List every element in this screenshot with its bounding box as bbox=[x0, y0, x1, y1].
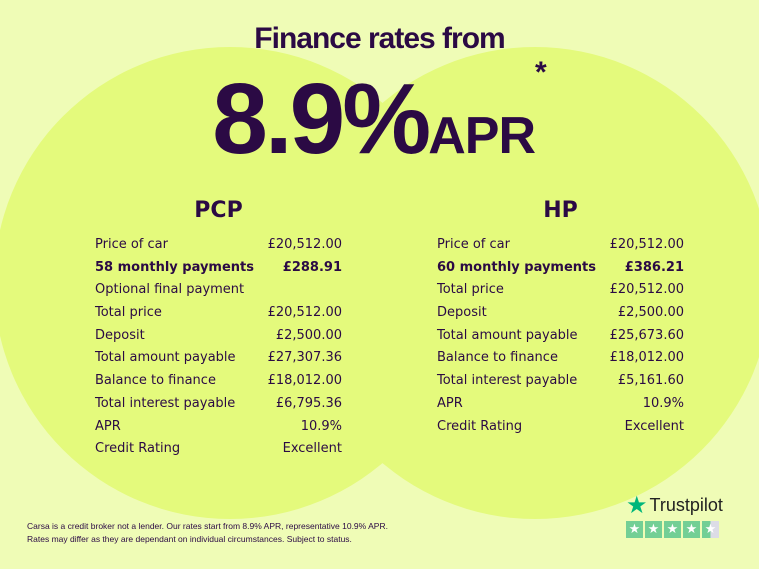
row-label: Total price bbox=[437, 282, 504, 298]
table-row: Total price £20,512.00 bbox=[437, 279, 684, 302]
star-icon: ★ bbox=[683, 521, 700, 538]
row-label: APR bbox=[95, 418, 121, 434]
row-label: Balance to finance bbox=[95, 373, 216, 389]
row-value: Excellent bbox=[624, 418, 684, 434]
row-value: £20,512.00 bbox=[267, 305, 342, 321]
half-star-icon: ★ bbox=[702, 521, 719, 538]
table-row: APR 10.9% bbox=[437, 393, 684, 416]
trustpilot-name: Trustpilot bbox=[649, 495, 723, 515]
row-value: £2,500.00 bbox=[275, 327, 342, 343]
row-label: Total interest payable bbox=[95, 395, 236, 411]
table-row: Balance to finance £18,012.00 bbox=[437, 347, 684, 370]
headline: Finance rates from bbox=[254, 22, 505, 55]
star-icon: ★ bbox=[645, 521, 662, 538]
table-row: Deposit £2,500.00 bbox=[437, 302, 684, 325]
trustpilot-badge[interactable]: ★ Trustpilot ★ ★ ★ ★ ★ bbox=[626, 491, 723, 538]
disclaimer-line-1: Carsa is a credit broker not a lender. O… bbox=[27, 521, 388, 531]
row-value: 10.9% bbox=[300, 418, 342, 434]
table-row: Total amount payable £25,673.60 bbox=[437, 325, 684, 348]
row-label: Optional final payment bbox=[95, 282, 245, 298]
table-row: 60 monthly payments £386.21 bbox=[437, 257, 684, 280]
star-icon: ★ bbox=[664, 521, 681, 538]
row-value: £288.91 bbox=[282, 259, 342, 275]
table-row: Total interest payable £5,161.60 bbox=[437, 370, 684, 393]
table-row: Price of car £20,512.00 bbox=[437, 234, 684, 257]
trustpilot-star-icon: ★ bbox=[626, 491, 648, 519]
star-icon: ★ bbox=[626, 521, 643, 538]
table-row: APR 10.9% bbox=[95, 416, 342, 439]
row-label: Credit Rating bbox=[437, 418, 523, 434]
row-label: Total price bbox=[95, 305, 162, 321]
table-row: Deposit £2,500.00 bbox=[95, 325, 342, 348]
row-value: £18,012.00 bbox=[267, 373, 342, 389]
row-label: Deposit bbox=[437, 305, 487, 321]
pcp-heading: PCP bbox=[194, 198, 243, 223]
table-row: 58 monthly payments £288.91 bbox=[95, 257, 342, 280]
row-value: £27,307.36 bbox=[267, 350, 342, 366]
row-value: £25,673.60 bbox=[609, 327, 684, 343]
table-row: Credit Rating Excellent bbox=[437, 416, 684, 439]
row-value: £20,512.00 bbox=[609, 282, 684, 298]
row-label: APR bbox=[437, 395, 463, 411]
row-value: Excellent bbox=[282, 441, 342, 457]
table-row: Price of car £20,512.00 bbox=[95, 234, 342, 257]
trustpilot-rating: ★ ★ ★ ★ ★ bbox=[626, 521, 723, 538]
hp-table: HP Price of car £20,512.00 60 monthly paym… bbox=[437, 198, 684, 438]
row-label: Total amount payable bbox=[95, 350, 236, 366]
row-label: Total interest payable bbox=[437, 373, 578, 389]
asterisk: * bbox=[535, 56, 547, 89]
row-label: 58 monthly payments bbox=[95, 259, 254, 275]
row-label: Price of car bbox=[437, 237, 510, 252]
row-label: Deposit bbox=[95, 327, 145, 343]
row-label: Total amount payable bbox=[437, 327, 578, 343]
disclaimer-line-2: Rates may differ as they are dependant o… bbox=[27, 534, 352, 544]
row-value: 10.9% bbox=[642, 395, 684, 411]
row-label: Credit Rating bbox=[95, 441, 181, 457]
rate-headline: 8.9%APR * bbox=[0, 56, 759, 177]
row-value: £18,012.00 bbox=[609, 350, 684, 366]
table-row: Total price £20,512.00 bbox=[95, 302, 342, 325]
row-value: £2,500.00 bbox=[617, 305, 684, 321]
row-value: £5,161.60 bbox=[617, 373, 684, 389]
row-value: £386.21 bbox=[624, 259, 684, 275]
disclaimer: Carsa is a credit broker not a lender. O… bbox=[27, 520, 388, 546]
table-row: Total amount payable £27,307.36 bbox=[95, 347, 342, 370]
background-circle-right bbox=[299, 47, 759, 519]
rate-value: 8.9% bbox=[212, 63, 431, 175]
row-value: £20,512.00 bbox=[609, 237, 684, 252]
apr-label: APR bbox=[428, 107, 536, 165]
hp-heading: HP bbox=[543, 198, 578, 223]
table-row: Credit Rating Excellent bbox=[95, 438, 342, 461]
row-value: £20,512.00 bbox=[267, 237, 342, 252]
table-row: Balance to finance £18,012.00 bbox=[95, 370, 342, 393]
row-label: Balance to finance bbox=[437, 350, 558, 366]
table-row: Optional final payment bbox=[95, 279, 342, 302]
row-value: £6,795.36 bbox=[275, 395, 342, 411]
table-row: Total interest payable £6,795.36 bbox=[95, 393, 342, 416]
pcp-table: PCP Price of car £20,512.00 58 monthly pay… bbox=[95, 198, 342, 461]
row-label: 60 monthly payments bbox=[437, 259, 596, 275]
row-label: Price of car bbox=[95, 237, 168, 252]
